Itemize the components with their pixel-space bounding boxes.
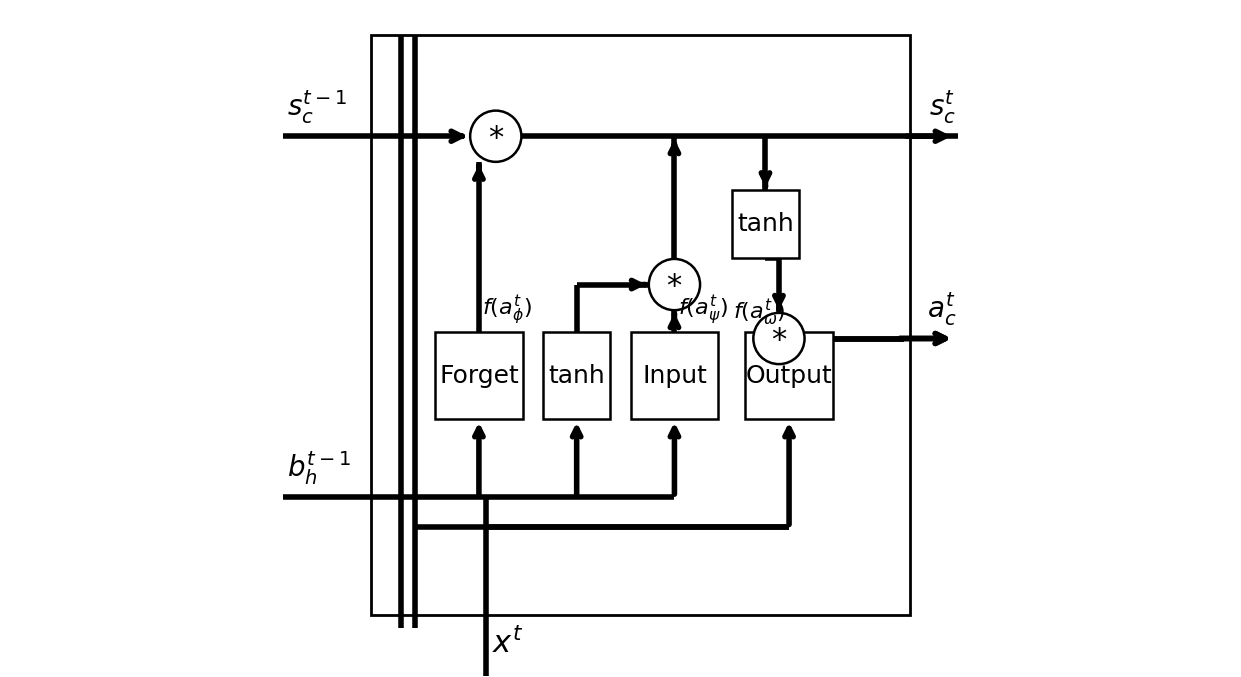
Text: $x^t$: $x^t$ xyxy=(493,628,524,659)
Text: Input: Input xyxy=(642,364,707,387)
Text: tanh: tanh xyxy=(549,364,606,387)
Circle shape xyxy=(470,110,521,162)
Bar xyxy=(436,332,522,420)
Circle shape xyxy=(649,259,700,310)
Circle shape xyxy=(753,313,804,364)
Text: $s_c^{t}$: $s_c^{t}$ xyxy=(930,89,957,126)
Bar xyxy=(746,332,833,420)
Text: $s_c^{t-1}$: $s_c^{t-1}$ xyxy=(287,88,346,126)
Text: $*$: $*$ xyxy=(488,122,504,151)
Text: $a_c^t$: $a_c^t$ xyxy=(927,291,957,328)
Bar xyxy=(630,332,719,420)
Bar xyxy=(732,190,799,257)
Text: Forget: Forget xyxy=(439,364,519,387)
Text: tanh: tanh xyxy=(737,212,794,236)
Text: $b_h^{t-1}$: $b_h^{t-1}$ xyxy=(287,449,351,487)
Text: Output: Output xyxy=(746,364,833,387)
Bar xyxy=(544,332,611,420)
Text: $*$: $*$ xyxy=(666,270,683,299)
Text: $f(a^t_{\phi})$: $f(a^t_{\phi})$ xyxy=(483,294,532,328)
Text: $f(a^t_{\psi})$: $f(a^t_{\psi})$ xyxy=(678,294,727,328)
Text: $*$: $*$ xyxy=(771,324,787,353)
Bar xyxy=(371,35,911,615)
Text: $f(a^t_{\omega})$: $f(a^t_{\omega})$ xyxy=(733,297,786,328)
